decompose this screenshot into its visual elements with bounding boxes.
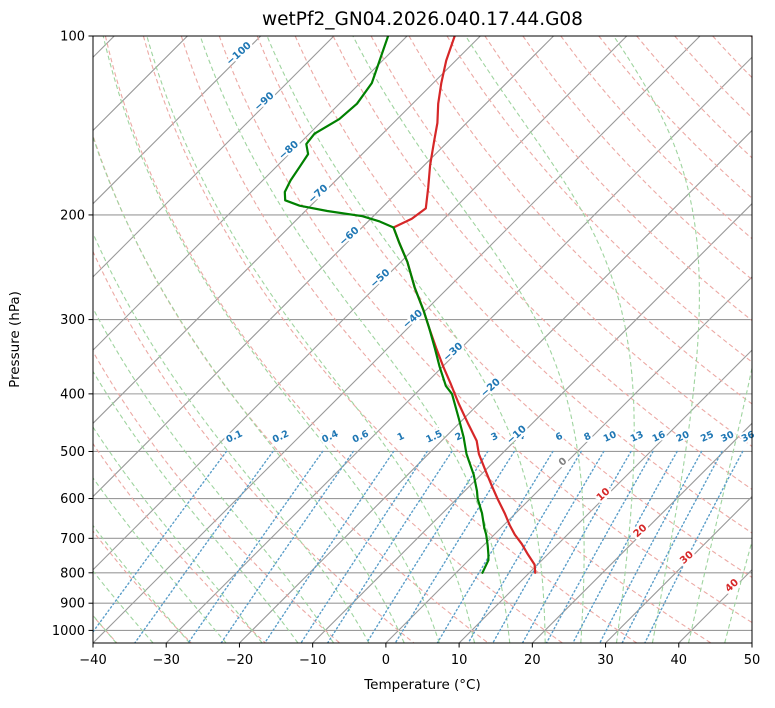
mixing-ratio-line — [436, 450, 554, 643]
isotherm-line — [239, 129, 752, 643]
mixing-ratio-line — [365, 450, 489, 643]
mixing-ratio-line — [394, 450, 515, 643]
dry-adiabat-line — [93, 350, 341, 643]
dry-adiabat-line — [142, 36, 638, 643]
x-tick-label: 0 — [382, 653, 390, 668]
y-axis-label: Pressure (hPa) — [7, 291, 23, 388]
moist-adiabat-line — [352, 36, 585, 643]
isotherm-line — [93, 36, 701, 643]
mixing-ratio-line — [187, 450, 324, 643]
x-tick-label: −40 — [79, 653, 106, 668]
y-tick-label: 900 — [60, 597, 85, 612]
dry-adiabat-line — [93, 530, 192, 643]
isotherm-line — [531, 422, 752, 643]
moist-adiabat-line — [93, 426, 263, 643]
plot-border — [92, 35, 753, 644]
isotherm-line — [165, 56, 752, 643]
mixing-ratio-lines — [93, 450, 744, 643]
dry-adiabat-line — [93, 250, 415, 643]
isotherm-line — [93, 36, 628, 571]
dry-adiabat-line — [218, 36, 752, 624]
mixing-ratio-line — [93, 450, 228, 634]
mixing-ratio-line — [572, 450, 678, 643]
dry-adiabat-line — [93, 442, 266, 643]
dry-adiabat-line — [104, 36, 563, 643]
pressure-gridlines — [93, 36, 752, 631]
moist-adiabat-line — [199, 36, 511, 643]
moist-adiabat-line — [146, 36, 476, 643]
moist-adiabat-line — [465, 36, 635, 643]
moist-adiabat-line — [613, 36, 700, 643]
sounding-profiles — [283, 36, 537, 574]
x-tick-label: −10 — [299, 653, 326, 668]
mixing-ratio-line — [220, 450, 354, 643]
dry-adiabat-lines — [93, 36, 752, 643]
y-tick-label: 300 — [60, 313, 85, 328]
x-tick-label: −30 — [153, 653, 180, 668]
y-tick-label: 200 — [60, 208, 85, 223]
x-tick-label: 20 — [524, 653, 541, 668]
y-tick-label: 1000 — [52, 624, 85, 639]
moist-adiabat-line — [93, 524, 191, 643]
y-tick-label: 800 — [60, 566, 85, 581]
x-tick-label: −20 — [226, 653, 253, 668]
dry-adiabat-line — [332, 36, 752, 491]
moist-adiabat-line — [687, 365, 752, 643]
mixing-ratio-line — [621, 450, 723, 643]
moist-adiabat-line — [724, 539, 752, 643]
isotherm-lines — [93, 36, 752, 643]
mixing-ratio-line — [326, 450, 453, 643]
mixing-ratio-line — [492, 450, 605, 643]
temperature-curve — [392, 36, 537, 574]
dry-adiabat-line — [180, 36, 712, 643]
dry-adiabat-line — [560, 36, 752, 240]
x-tick-label: 30 — [597, 653, 614, 668]
isotherm-line — [93, 36, 262, 205]
isotherm-line — [312, 202, 752, 643]
dry-adiabat-line — [522, 36, 752, 281]
x-tick-label: 10 — [451, 653, 468, 668]
x-tick-label: 50 — [744, 653, 761, 668]
isotherm-line — [458, 349, 752, 643]
x-axis-label: Temperature (°C) — [363, 677, 481, 693]
mixing-ratio-line — [545, 450, 654, 643]
dry-adiabat-line — [294, 36, 752, 534]
y-tick-label: 400 — [60, 387, 85, 402]
y-tick-label: 700 — [60, 532, 85, 547]
mixing-ratio-line — [521, 450, 632, 643]
y-tick-label: 600 — [60, 492, 85, 507]
dewpoint-curve — [283, 36, 490, 574]
dry-adiabat-line — [408, 36, 752, 405]
mixing-ratio-line — [134, 450, 274, 643]
dry-adiabat-line — [446, 36, 752, 363]
mixing-ratio-line — [300, 450, 428, 643]
moist-adiabat-line — [93, 135, 405, 643]
isotherm-line — [93, 36, 408, 351]
moist-adiabat-line — [93, 477, 227, 643]
mixing-ratio-line — [467, 450, 582, 643]
moist-adiabat-lines — [93, 36, 752, 643]
isotherm-line — [605, 495, 752, 643]
isotherm-line — [93, 36, 554, 498]
mixing-ratio-line — [599, 450, 703, 643]
y-tick-label: 100 — [60, 30, 85, 45]
x-tick-label: 40 — [671, 653, 688, 668]
isotherm-line — [93, 36, 335, 278]
dry-adiabat-line — [370, 36, 752, 448]
dry-adiabat-line — [636, 36, 752, 159]
mixing-ratio-line — [264, 450, 395, 643]
moist-adiabat-line — [93, 307, 335, 643]
moist-adiabat-line — [102, 36, 440, 643]
isotherm-line — [93, 36, 481, 425]
chart-title: wetPf2_GN04.2026.040.17.44.G08 — [262, 9, 583, 30]
y-tick-label: 500 — [60, 445, 85, 460]
moist-adiabat-line — [266, 36, 546, 643]
